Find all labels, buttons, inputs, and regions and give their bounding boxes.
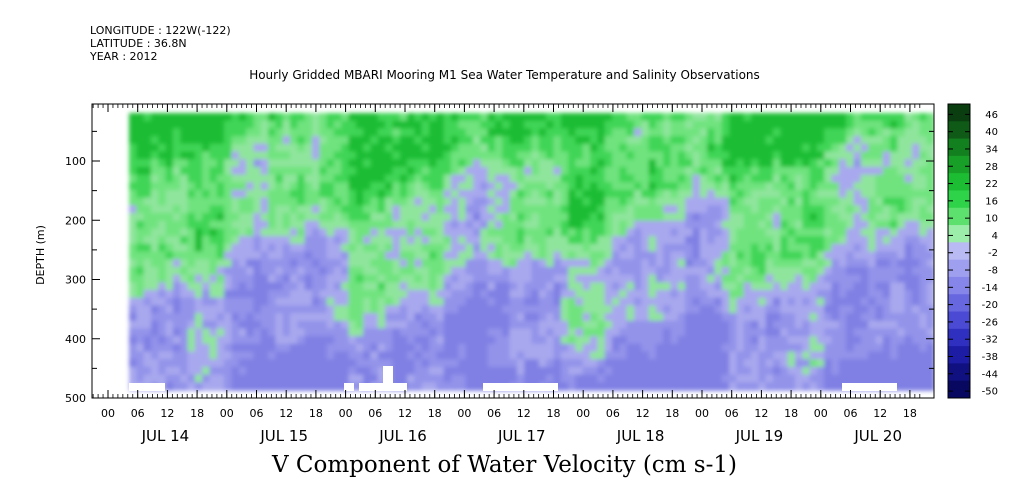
colorbar-label: 28 xyxy=(985,162,998,173)
colorbar-swatch xyxy=(948,207,970,226)
colorbar-label: 46 xyxy=(985,110,998,121)
x-hour-label: 06 xyxy=(844,407,858,420)
colorbar-label: 10 xyxy=(985,214,998,225)
colorbar-swatch xyxy=(948,104,970,122)
x-hour-label: 00 xyxy=(814,407,828,420)
x-hour-label: 06 xyxy=(250,407,264,420)
x-day-label: JUL 14 xyxy=(141,427,190,445)
colorbar-label: -38 xyxy=(982,352,998,363)
x-hour-label: 18 xyxy=(665,407,679,420)
x-hour-label: 06 xyxy=(368,407,382,420)
longitude-label: LONGITUDE : 122W(-122) xyxy=(90,24,231,37)
colorbar-swatch xyxy=(948,346,970,364)
colorbar-swatch xyxy=(948,138,970,157)
y-tick-label: 400 xyxy=(65,333,86,346)
y-tick-label: 100 xyxy=(65,155,86,168)
colorbar-swatch xyxy=(948,242,970,261)
x-day-label: JUL 18 xyxy=(616,427,665,445)
colorbar-swatch xyxy=(948,173,970,191)
colorbar-label: 34 xyxy=(985,144,998,155)
colorbar-label: 22 xyxy=(985,179,998,190)
y-tick-label: 500 xyxy=(65,392,86,405)
year-label: YEAR : 2012 xyxy=(90,50,158,63)
x-hour-label: 12 xyxy=(636,407,650,420)
colorbar: 46 40 34 28 22 16 10 4 -2 -8 -14 -20 -26 -32 -38 -44 -50 xyxy=(947,103,998,399)
colorbar-swatch xyxy=(948,328,970,347)
colorbar-swatch xyxy=(948,380,970,399)
y-axis-label: DEPTH (m) xyxy=(34,225,47,285)
colorbar-swatch xyxy=(948,294,970,313)
colorbar-label: -2 xyxy=(988,248,998,259)
colorbar-label: 4 xyxy=(992,231,998,242)
colorbar-swatch xyxy=(948,259,970,278)
colorbar-swatch xyxy=(948,121,970,140)
colorbar-swatch xyxy=(948,311,970,330)
x-day-label: JUL 19 xyxy=(735,427,784,445)
x-hour-label: 00 xyxy=(695,407,709,420)
y-tick-label: 200 xyxy=(65,214,86,227)
x-hour-label: 18 xyxy=(547,407,561,420)
colorbar-swatch xyxy=(948,363,970,382)
chart-title: Hourly Gridded MBARI Mooring M1 Sea Wate… xyxy=(249,68,760,82)
x-hour-label: 00 xyxy=(220,407,234,420)
x-hour-label: 06 xyxy=(131,407,145,420)
x-hour-label: 18 xyxy=(309,407,323,420)
colorbar-label: -44 xyxy=(982,369,998,380)
x-day-label: JUL 20 xyxy=(853,427,902,445)
x-hour-label: 18 xyxy=(784,407,798,420)
x-day-label: JUL 17 xyxy=(497,427,546,445)
x-hour-label: 00 xyxy=(576,407,590,420)
x-hour-label: 18 xyxy=(903,407,917,420)
colorbar-label: -20 xyxy=(982,300,998,311)
x-hour-label: 12 xyxy=(754,407,768,420)
colorbar-swatch xyxy=(948,155,970,174)
colorbar-swatch xyxy=(948,225,970,243)
x-hour-label: 00 xyxy=(101,407,115,420)
colorbar-label: 16 xyxy=(985,196,998,207)
y-tick-label: 300 xyxy=(65,274,86,287)
colorbar-frame xyxy=(947,103,971,399)
x-hour-label: 00 xyxy=(339,407,353,420)
x-hour-label: 12 xyxy=(517,407,531,420)
colorbar-swatch xyxy=(948,190,970,209)
x-day-label: JUL 15 xyxy=(259,427,308,445)
x-hour-label: 12 xyxy=(873,407,887,420)
x-hour-label: 12 xyxy=(398,407,412,420)
x-day-label: JUL 16 xyxy=(378,427,427,445)
x-hour-label: 18 xyxy=(428,407,442,420)
colorbar-label: -14 xyxy=(982,283,998,294)
x-hour-label: 06 xyxy=(725,407,739,420)
plot-frame xyxy=(91,103,935,399)
x-hour-label: 12 xyxy=(160,407,174,420)
x-hour-label: 00 xyxy=(457,407,471,420)
colorbar-label: -32 xyxy=(982,335,998,346)
colorbar-label: -50 xyxy=(982,387,998,398)
x-hour-label: 06 xyxy=(487,407,501,420)
x-hour-label: 12 xyxy=(279,407,293,420)
colorbar-label: -8 xyxy=(988,266,998,277)
x-hour-label: 06 xyxy=(606,407,620,420)
x-axis-title: V Component of Water Velocity (cm s-1) xyxy=(272,452,737,478)
colorbar-label: -26 xyxy=(982,317,998,328)
x-hour-label: 18 xyxy=(190,407,204,420)
velocity-field xyxy=(129,113,934,391)
colorbar-swatch xyxy=(948,276,970,295)
latitude-label: LATITUDE : 36.8N xyxy=(90,37,187,50)
colorbar-label: 40 xyxy=(985,127,998,138)
